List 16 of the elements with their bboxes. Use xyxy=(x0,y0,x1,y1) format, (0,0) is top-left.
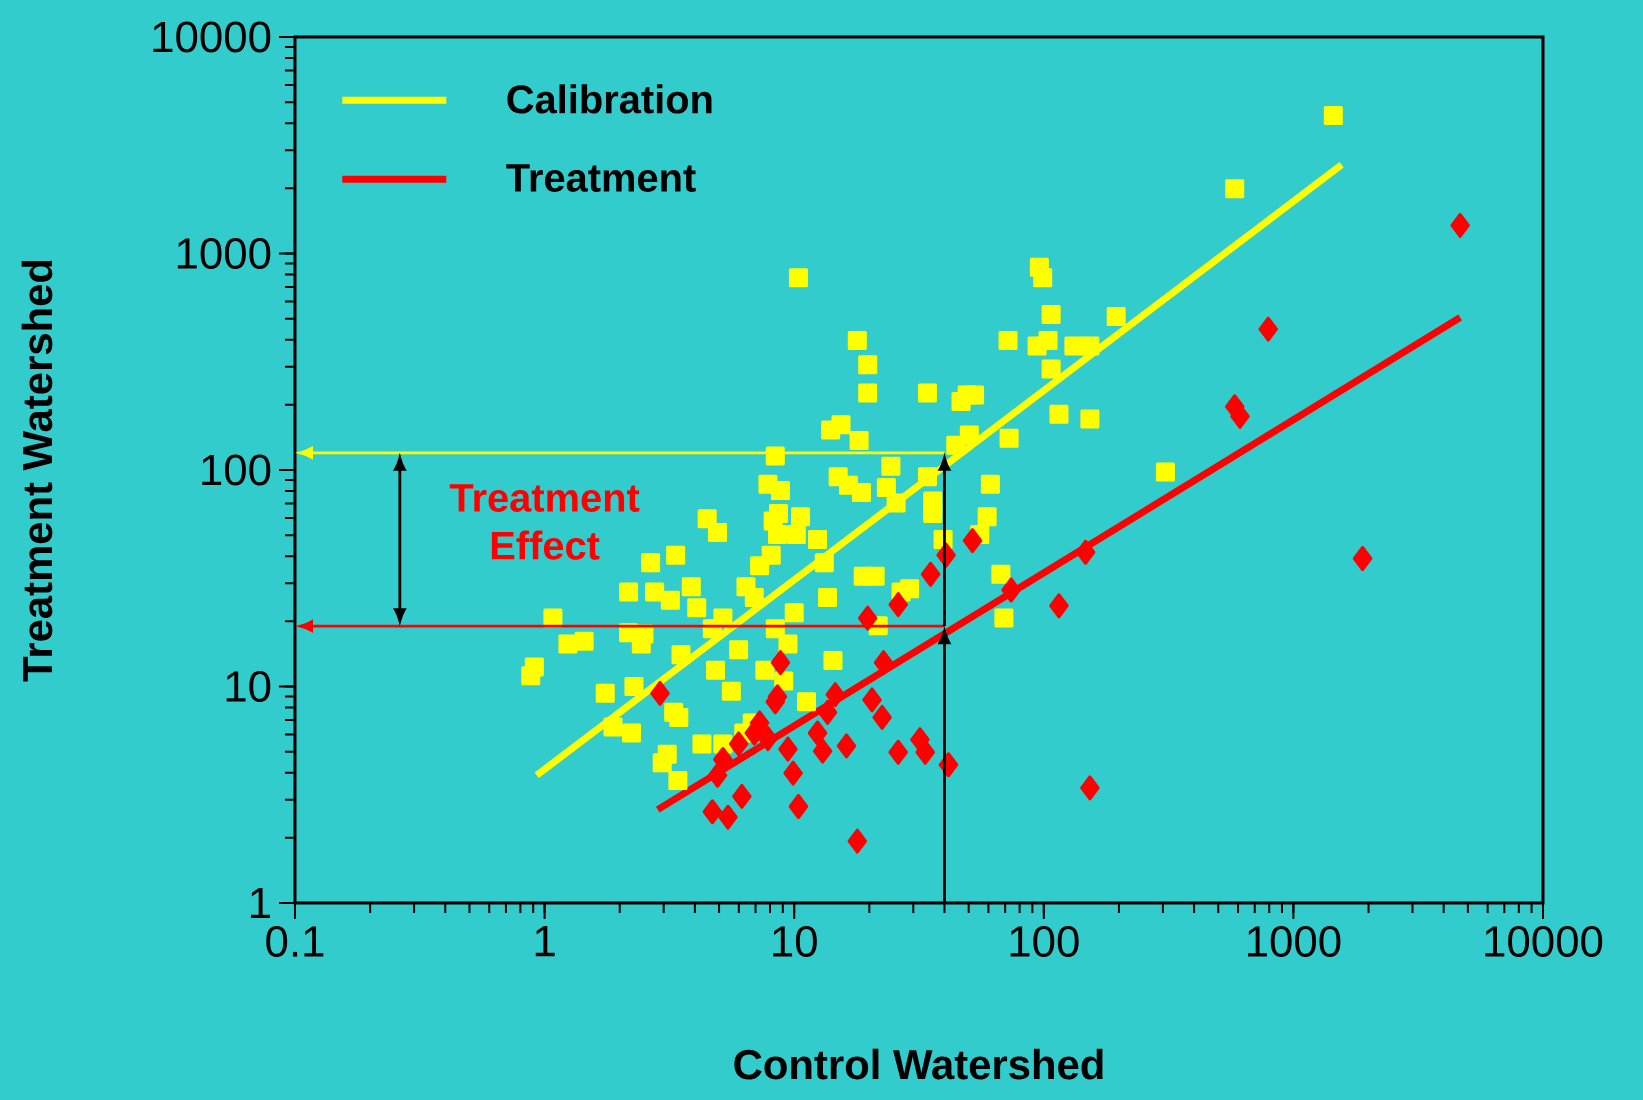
annotation: Treatment Effect xyxy=(449,484,640,560)
y-tick-label: 1000 xyxy=(177,237,271,269)
x-tick-label: 10 xyxy=(773,925,817,958)
y-tick-label: 10000 xyxy=(153,21,271,53)
x-tick-label: 100 xyxy=(1010,925,1079,958)
y-tick-label: 10 xyxy=(226,670,271,703)
x-tick-label: 1000 xyxy=(1247,925,1341,958)
x-tick-label: 10000 xyxy=(1485,925,1603,958)
x-tick-label: 0.1 xyxy=(266,925,324,958)
legend-label: Calibration xyxy=(507,84,712,114)
x-axis-title: Control Watershed xyxy=(734,1048,1103,1080)
y-tick-label: 100 xyxy=(202,454,271,486)
y-tick-label: 1 xyxy=(251,887,270,919)
legend-label: Treatment xyxy=(506,164,696,192)
x-tick-label: 1 xyxy=(535,925,555,957)
y-axis-title: Treatment Watershed xyxy=(21,260,53,682)
